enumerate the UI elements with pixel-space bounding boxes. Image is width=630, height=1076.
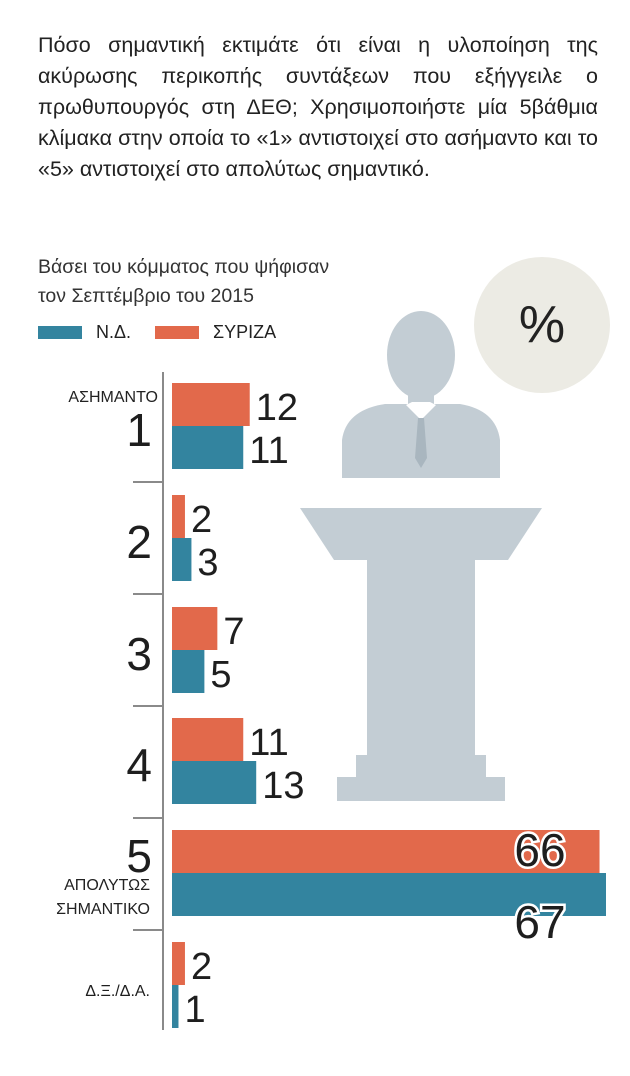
data-label: 1 (184, 989, 205, 1031)
category-label: 3 (126, 628, 152, 680)
category-note-1: ΑΣΗΜΑΝΤΟ (68, 389, 158, 406)
category-label: 1 (126, 404, 152, 456)
chart-subtitle: Βάσει του κόμματος που ψήφισαν τον Σεπτέ… (38, 253, 458, 311)
data-label: 2 (191, 946, 212, 988)
bar (172, 426, 244, 469)
category-label: 5 (126, 830, 152, 882)
bar (172, 761, 257, 804)
bar (172, 383, 250, 426)
category-label: 2 (126, 516, 152, 568)
data-label: 12 (256, 387, 298, 429)
category-label: Δ.Ξ./Δ.Α. (85, 983, 150, 1000)
category-note-5: ΑΠΟΛΥΤΩΣ ΣΗΜΑΝΤΙΚΟ (56, 877, 150, 918)
data-label: 11 (249, 722, 288, 764)
bar (172, 873, 606, 916)
bar (172, 607, 218, 650)
data-label: 2 (191, 499, 212, 541)
category-label: 4 (126, 739, 152, 791)
bar (172, 985, 179, 1028)
bar (172, 495, 185, 538)
legend-swatch-nd (38, 325, 82, 339)
question-text: Πόσο σημαντική εκτιμάτε ότι είναι η υλοπ… (38, 33, 598, 181)
data-label: 7 (223, 611, 244, 653)
legend-label-syriza: ΣΥΡΙΖΑ (213, 321, 277, 342)
legend-item-nd: Ν.Δ. (38, 321, 131, 343)
subtitle-line-1: Βάσει του κόμματος που ψήφισαν (38, 256, 330, 278)
bar (172, 942, 185, 985)
legend-swatch-syriza (155, 325, 199, 339)
subtitle-line-2: τον Σεπτέμβριο του 2015 (38, 285, 254, 307)
data-label: 66 (514, 824, 565, 876)
data-label: 5 (210, 654, 231, 696)
data-label: 3 (197, 542, 218, 584)
category-note-5-line-2: ΣΗΜΑΝΤΙΚΟ (56, 901, 150, 918)
percent-badge: % (474, 257, 610, 393)
data-label: 11 (249, 430, 288, 472)
bar (172, 718, 244, 761)
data-label: 67 (514, 896, 565, 948)
legend-item-syriza: ΣΥΡΙΖΑ (155, 321, 276, 343)
bar (172, 650, 205, 693)
legend-label-nd: Ν.Δ. (96, 321, 132, 342)
data-label: 13 (262, 765, 304, 807)
bar (172, 538, 192, 581)
category-note-5-line-1: ΑΠΟΛΥΤΩΣ (64, 877, 150, 894)
podium-speaker-icon (300, 311, 542, 801)
bar (172, 830, 600, 873)
